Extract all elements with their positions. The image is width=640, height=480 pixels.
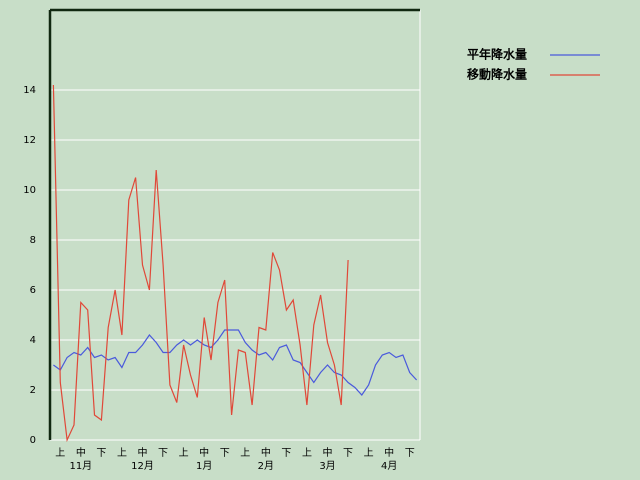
x-tick-label: 上 (117, 447, 127, 459)
x-tick-label: 下 (96, 448, 106, 459)
month-label: 11月 (69, 460, 92, 472)
y-tick-label: 6 (30, 285, 36, 296)
x-tick-label: 上 (55, 447, 65, 459)
x-tick-label: 上 (240, 447, 250, 459)
x-tick-label: 上 (302, 447, 312, 459)
x-tick-label: 下 (281, 448, 291, 459)
y-tick-label: 4 (30, 335, 36, 346)
month-label: 3月 (319, 460, 335, 472)
x-tick-label: 下 (220, 448, 230, 459)
x-tick-label: 中 (199, 446, 209, 459)
x-tick-label: 中 (323, 446, 333, 459)
month-label: 1月 (196, 460, 212, 472)
legend-label: 移動降水量 (467, 67, 527, 82)
y-tick-label: 12 (23, 135, 36, 146)
month-label: 2月 (258, 460, 274, 472)
y-tick-label: 14 (23, 85, 36, 96)
y-tick-label: 10 (23, 185, 36, 196)
x-tick-label: 中 (138, 446, 148, 459)
x-tick-label: 上 (364, 447, 374, 459)
month-label: 12月 (131, 460, 154, 472)
x-tick-label: 下 (405, 448, 415, 459)
x-tick-label: 中 (76, 446, 86, 459)
x-tick-label: 中 (384, 446, 394, 459)
month-label: 4月 (381, 460, 397, 472)
y-tick-label: 2 (30, 385, 36, 396)
x-tick-label: 中 (261, 446, 271, 459)
legend-label: 平年降水量 (467, 47, 527, 62)
x-tick-label: 下 (158, 448, 168, 459)
x-tick-label: 上 (179, 447, 189, 459)
series-line (52, 84, 349, 443)
x-tick-label: 下 (343, 448, 353, 459)
y-tick-label: 0 (30, 435, 36, 446)
y-tick-label: 8 (30, 235, 36, 246)
series-line (53, 329, 418, 396)
